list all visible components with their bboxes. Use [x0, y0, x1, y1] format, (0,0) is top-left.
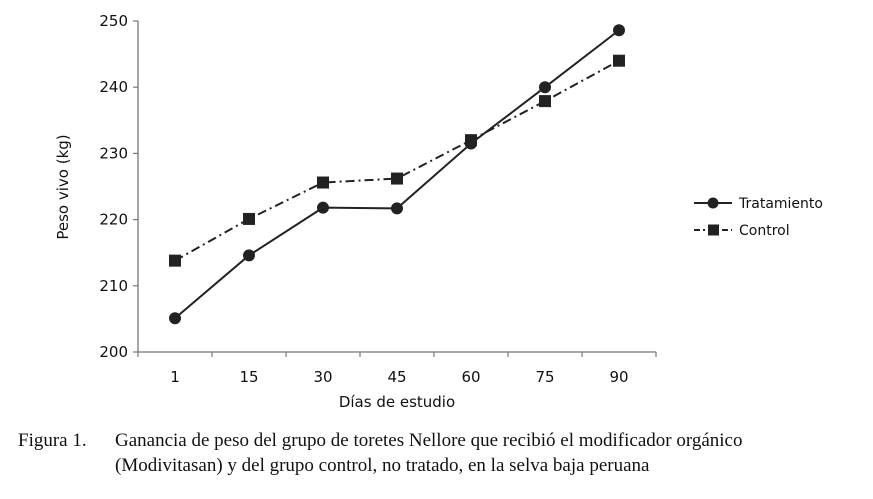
- data-point-tratamiento: [539, 81, 551, 94]
- series-line-control: [174, 59, 620, 262]
- legend-marker-control: [708, 224, 719, 236]
- y-tick-label: 250: [99, 12, 128, 30]
- caption-line-1: Figura 1. Ganancia de peso del grupo de t…: [18, 428, 868, 453]
- caption-label: Figura 1.: [18, 430, 87, 451]
- x-tick-label: 30: [313, 368, 332, 386]
- data-point-control: [391, 172, 403, 185]
- data-point-tratamiento: [613, 24, 625, 37]
- x-tick-label: 90: [609, 368, 628, 386]
- x-tick-label: 1: [170, 368, 180, 386]
- y-tick-label: 220: [99, 211, 128, 229]
- data-point-tratamiento: [243, 249, 255, 262]
- data-point-control: [169, 254, 181, 267]
- series-layer: [169, 24, 625, 325]
- y-tick-label: 200: [99, 343, 128, 361]
- line-chart: 200 210 220 230 240 250 1 15 30 45 60 75 90 Peso vi…: [54, 12, 823, 411]
- data-point-tratamiento: [317, 201, 329, 214]
- x-tick-label: 75: [535, 368, 554, 386]
- chart-axes: [137, 21, 656, 353]
- data-point-control: [465, 134, 477, 147]
- data-point-control: [613, 54, 625, 67]
- x-tick-label: 60: [461, 368, 480, 386]
- data-point-control: [539, 95, 551, 108]
- data-point-control: [317, 176, 329, 189]
- y-tick-label: 210: [99, 277, 128, 295]
- data-point-control: [243, 212, 255, 225]
- x-axis-title: Días de estudio: [339, 393, 455, 411]
- legend-marker-tratamiento: [707, 197, 719, 209]
- y-axis-title: Peso vivo (kg): [54, 134, 72, 239]
- data-point-tratamiento: [391, 202, 403, 215]
- y-tick-label: 240: [99, 78, 128, 96]
- figure-caption: Figura 1. Ganancia de peso del grupo de t…: [18, 428, 868, 478]
- y-axis-ticks: 200 210 220 230 240 250: [99, 12, 138, 361]
- legend: Tratamiento Control: [694, 196, 823, 239]
- x-axis-ticks: 1 15 30 45 60 75 90: [137, 352, 657, 386]
- legend-label-tratamiento: Tratamiento: [738, 196, 823, 212]
- data-point-tratamiento: [169, 312, 181, 325]
- legend-label-control: Control: [739, 223, 790, 239]
- y-tick-label: 230: [99, 144, 128, 162]
- caption-text-2: (Modivitasan) y del grupo control, no tr…: [115, 455, 650, 476]
- caption-text-1: Ganancia de peso del grupo de toretes Ne…: [115, 430, 743, 451]
- x-tick-label: 45: [387, 368, 406, 386]
- x-tick-label: 15: [239, 368, 258, 386]
